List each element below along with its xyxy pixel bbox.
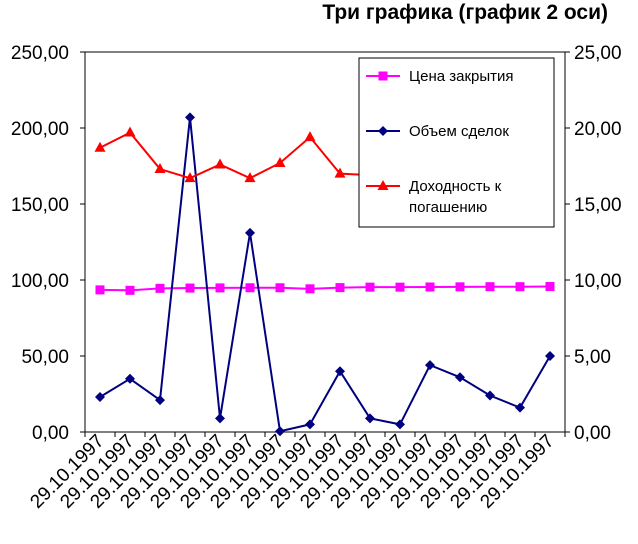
y-left-tick-label: 200,00 — [11, 119, 69, 140]
data-point — [125, 373, 135, 384]
legend-item: Объем сделок — [366, 123, 509, 140]
legend-label: Цена закрытия — [409, 68, 514, 85]
y-left-tick-label: 0,00 — [32, 423, 69, 444]
y-left-tick-label: 100,00 — [11, 271, 69, 292]
series-line — [99, 117, 551, 433]
data-point — [95, 392, 105, 403]
legend: Цена закрытия Объем сделок Доходность к пог… — [358, 57, 555, 228]
data-point — [94, 141, 106, 152]
data-point — [125, 285, 135, 295]
y-right-tick-label: 0,00 — [574, 423, 611, 444]
series-1 — [95, 282, 555, 295]
data-point — [334, 167, 346, 178]
data-point — [305, 419, 315, 430]
legend-label: погашению — [409, 199, 487, 216]
data-point — [155, 283, 165, 293]
y-right-tick-label: 10,00 — [574, 271, 622, 292]
data-point — [395, 419, 405, 430]
data-point — [515, 282, 525, 292]
data-point — [304, 131, 316, 142]
data-point — [214, 158, 226, 169]
series-line — [99, 285, 551, 292]
y-left-tick-label: 150,00 — [11, 195, 69, 216]
series-line — [99, 131, 371, 180]
axes: 0,00 50,00 100,00 150,00 200,00 250,00 0,00 5,0… — [11, 43, 622, 513]
legend-marker — [378, 71, 388, 81]
data-point — [425, 360, 435, 371]
data-point — [274, 156, 286, 167]
data-point — [335, 283, 345, 293]
data-point — [395, 282, 405, 292]
data-point — [305, 284, 315, 294]
y-right-tick-label: 5,00 — [574, 347, 611, 368]
series-2 — [95, 112, 555, 437]
data-point — [545, 282, 555, 292]
data-point — [515, 402, 525, 413]
data-point — [455, 372, 465, 383]
data-point — [335, 366, 345, 377]
legend-label: Объем сделок — [409, 123, 509, 140]
data-point — [154, 163, 166, 174]
y-left-tick-label: 50,00 — [21, 347, 69, 368]
data-point — [215, 413, 225, 424]
data-point — [155, 395, 165, 406]
data-point — [184, 172, 196, 183]
legend-label: Доходность к — [409, 178, 502, 195]
data-point — [185, 283, 195, 293]
data-point — [185, 112, 195, 123]
data-point — [275, 426, 285, 437]
series-3 — [94, 126, 376, 183]
data-point — [365, 282, 375, 292]
data-point — [485, 390, 495, 401]
data-point — [245, 227, 255, 238]
chart-title: Три графика (график 2 оси) — [322, 1, 608, 24]
legend-item: Цена закрытия — [366, 68, 514, 85]
data-point — [455, 282, 465, 292]
y-right-tick-label: 20,00 — [574, 119, 622, 140]
legend-box — [358, 57, 555, 228]
data-point — [365, 413, 375, 424]
data-point — [215, 283, 225, 293]
data-point — [124, 126, 136, 137]
data-point — [95, 285, 105, 295]
data-point — [485, 282, 495, 292]
y-right-tick-label: 25,00 — [574, 43, 622, 64]
series-layer — [94, 112, 555, 437]
data-point — [244, 172, 256, 183]
y-right-tick-label: 15,00 — [574, 195, 622, 216]
legend-item: Доходность к погашению — [366, 178, 502, 216]
data-point — [275, 283, 285, 293]
legend-marker — [377, 180, 389, 190]
legend-marker — [378, 126, 388, 136]
data-point — [425, 282, 435, 292]
data-point — [545, 351, 555, 361]
data-point — [245, 283, 255, 293]
y-left-tick-label: 250,00 — [11, 43, 69, 64]
